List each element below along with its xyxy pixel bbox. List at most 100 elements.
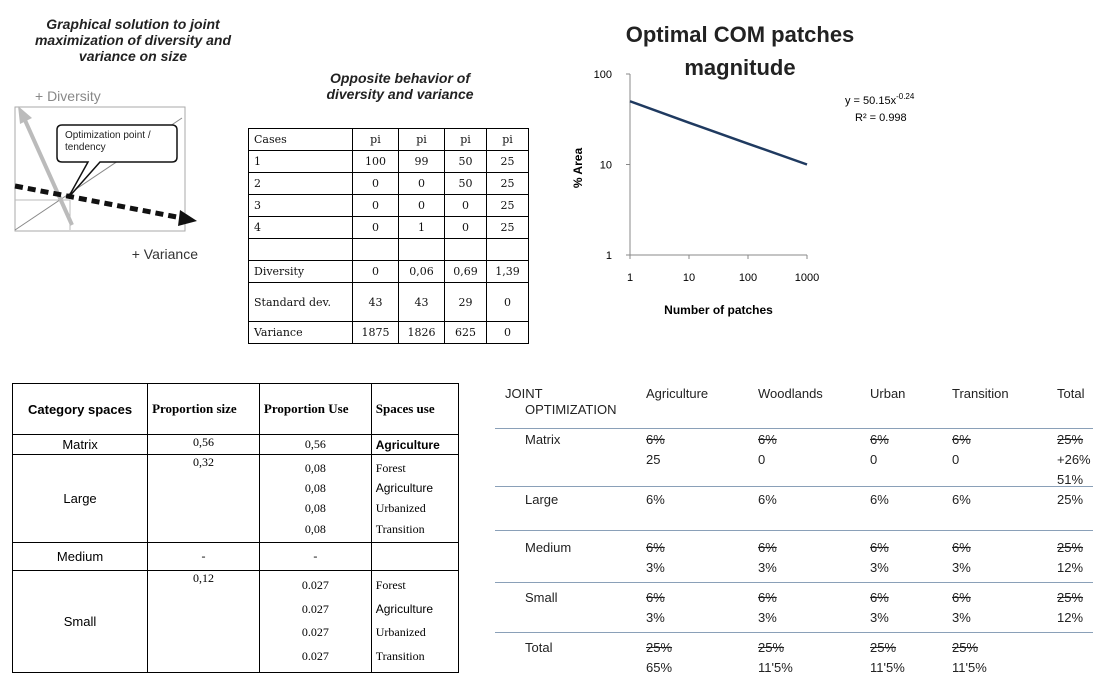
table-row: Diversity 0 0,06 0,69 1,39 bbox=[248, 260, 529, 283]
table-row: Category spaces Proportion size Proportion… bbox=[11, 382, 460, 436]
table-row: Cases pi pi pi pi bbox=[248, 128, 529, 151]
table-cell: 0 bbox=[397, 172, 446, 195]
diagram-x-label: + Variance bbox=[132, 246, 198, 262]
cell-line: 3% bbox=[646, 560, 665, 575]
table-cell: Small bbox=[11, 569, 149, 674]
table-cell: Standard dev. bbox=[248, 282, 353, 322]
cell-line: 0.027 bbox=[301, 649, 329, 664]
cell-line: 6% bbox=[646, 492, 665, 507]
table-row: Small 0,12 0.027 0.027 0.027 0.027 Forest Agric… bbox=[11, 569, 460, 674]
header-cell: pi bbox=[486, 128, 529, 151]
row-divider bbox=[495, 486, 1093, 487]
row-divider bbox=[495, 632, 1093, 633]
x-tick-label: 1 bbox=[627, 272, 633, 284]
table-row: 1 100 99 50 25 bbox=[248, 150, 529, 173]
table-cell: 0,12 bbox=[147, 569, 260, 674]
diagram-frame bbox=[14, 106, 186, 232]
header-cell: Woodlands bbox=[758, 386, 823, 401]
table-cell: 4 bbox=[248, 216, 353, 239]
table-row: 2 0 0 50 25 bbox=[248, 172, 529, 195]
table-cell: 1875 bbox=[351, 321, 400, 344]
cell-line: 11'5% bbox=[870, 660, 905, 675]
table-cell: 43 bbox=[351, 282, 400, 322]
table-cell: Agriculture bbox=[370, 434, 460, 456]
r-squared: R² = 0.998 bbox=[855, 112, 907, 124]
cell-line: Agriculture bbox=[375, 481, 434, 496]
callout-text: Optimization point / tendency bbox=[65, 130, 151, 153]
header-cell: Transition bbox=[952, 386, 1009, 401]
arrow-head bbox=[178, 210, 197, 226]
callout bbox=[56, 124, 178, 199]
diversity-arrow bbox=[22, 117, 74, 226]
table-cell: 0,56 bbox=[258, 434, 372, 456]
table-cell: 0.027 0.027 0.027 0.027 bbox=[258, 569, 372, 674]
empty-cell bbox=[351, 238, 400, 261]
cell-line: 6% bbox=[952, 540, 971, 555]
table-cell: 2 bbox=[248, 172, 353, 195]
table-row: Large 0,32 0,08 0,08 0,08 0,08 Forest Agricultu… bbox=[11, 454, 460, 543]
cell-line: 25% bbox=[646, 640, 673, 655]
table-cell: - bbox=[147, 541, 260, 571]
cell-line: 6% bbox=[870, 492, 889, 507]
x-tick-label: 1000 bbox=[795, 272, 819, 284]
row-divider bbox=[495, 428, 1093, 429]
cell-line: 11'5% bbox=[758, 660, 793, 675]
table-cell: 625 bbox=[444, 321, 488, 344]
y-tick-label: 1 bbox=[606, 250, 612, 262]
cell-line: 12% bbox=[1057, 610, 1084, 625]
table-cell: 3 bbox=[248, 194, 353, 217]
table-cell: 50 bbox=[444, 150, 488, 173]
table-cell: 0 bbox=[397, 194, 446, 217]
header-cell: Cases bbox=[248, 128, 353, 151]
table-cell: 1826 bbox=[397, 321, 446, 344]
cases-table: Cases pi pi pi pi 1 100 99 50 25 2 0 0 50 25 3 0 0 0 25 4 0 1 0… bbox=[248, 128, 529, 344]
chart-title: Optimal COM patches magnitude bbox=[625, 22, 855, 80]
line bbox=[629, 100, 808, 166]
cell-line: 3% bbox=[952, 610, 971, 625]
cell-line: 6% bbox=[646, 432, 665, 447]
table-cell: 0 bbox=[486, 321, 529, 344]
cell-line: 3% bbox=[870, 610, 889, 625]
cell-line: 11'5% bbox=[952, 660, 987, 675]
empty-cell bbox=[444, 238, 488, 261]
table-cell: 25 bbox=[486, 216, 529, 239]
table-cell: 25 bbox=[486, 150, 529, 173]
cell-line: 25% bbox=[870, 640, 897, 655]
cell-line: 0.027 bbox=[301, 601, 329, 616]
diagram-y-label: + Diversity bbox=[35, 88, 101, 104]
table-row: Medium - - bbox=[11, 541, 460, 571]
empty-cell bbox=[248, 238, 353, 261]
cell-line: 6% bbox=[646, 590, 665, 605]
cell-line: 6% bbox=[870, 432, 889, 447]
equation-exponent: -0.24 bbox=[896, 92, 915, 101]
cell-line: 3% bbox=[952, 560, 971, 575]
diagram: + Diversity + Variance bbox=[14, 88, 198, 262]
table-cell: 0 bbox=[351, 194, 400, 217]
cell-line: 3% bbox=[646, 610, 665, 625]
table-cell: 43 bbox=[397, 282, 446, 322]
table-cell: 1,39 bbox=[486, 260, 529, 283]
y-tick-label: 100 bbox=[594, 69, 612, 81]
table-cell: 29 bbox=[444, 282, 488, 322]
table-cell: 25 bbox=[486, 194, 529, 217]
table-cell: Forest Agriculture Urbanized Transition bbox=[370, 454, 460, 543]
cell-line: 6% bbox=[952, 492, 971, 507]
cell-line: Transition bbox=[375, 521, 425, 536]
cell-line: Transition bbox=[375, 649, 425, 664]
table-row: 3 0 0 0 25 bbox=[248, 194, 529, 217]
cell-line: Forest bbox=[375, 577, 406, 592]
row-label: Matrix bbox=[525, 432, 561, 447]
cell-line: 0,08 bbox=[304, 481, 326, 496]
cell-line: 25% bbox=[758, 640, 785, 655]
cell-line: 3% bbox=[758, 560, 777, 575]
table-cell: Large bbox=[11, 454, 149, 543]
table-cell: 0 bbox=[444, 216, 488, 239]
table-cell: 0,69 bbox=[444, 260, 488, 283]
diagram-title: Graphical solution to joint maximization… bbox=[34, 16, 232, 64]
cell-line: 0,08 bbox=[304, 521, 326, 536]
table-cell: 0,56 bbox=[147, 434, 260, 456]
table-cell bbox=[370, 541, 460, 571]
row-divider bbox=[495, 582, 1093, 583]
